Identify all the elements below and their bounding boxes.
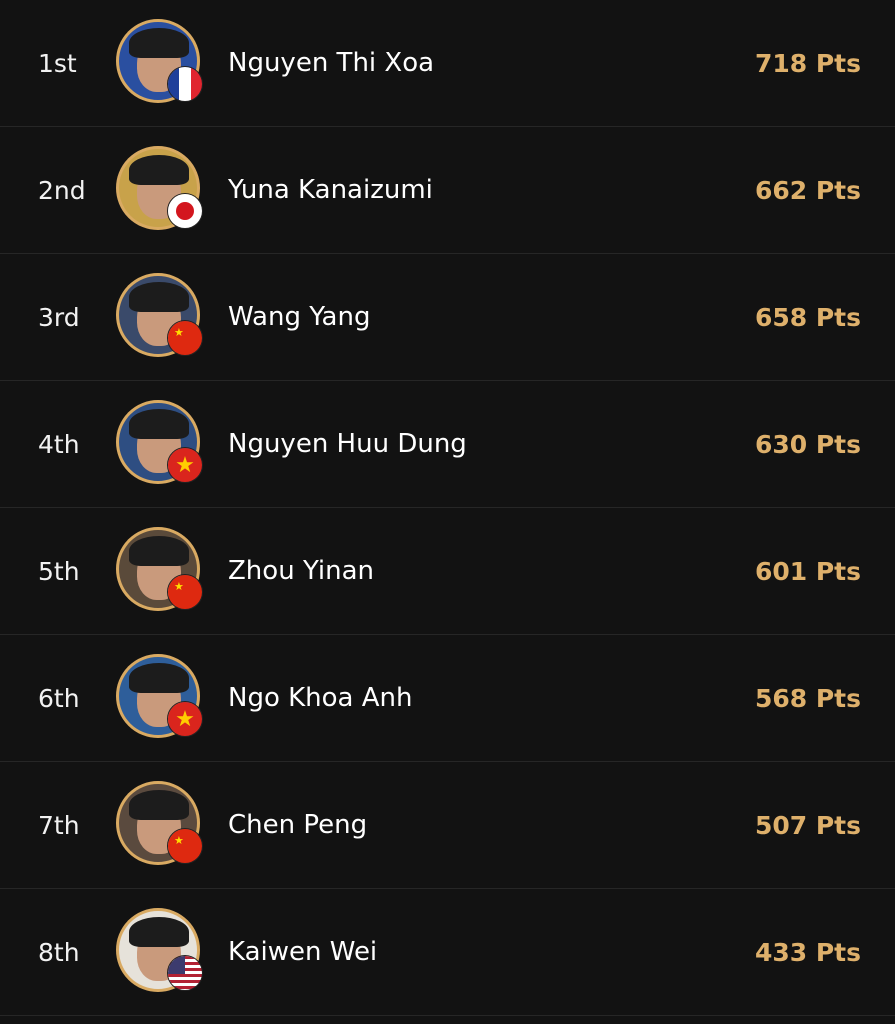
rank-label: 5th: [38, 556, 80, 586]
player-points: 601 Pts: [754, 556, 861, 586]
player-name[interactable]: Yuna Kanaizumi: [228, 175, 433, 205]
leaderboard-row[interactable]: 1st Nguyen Thi Xoa 718 Pts: [0, 0, 895, 127]
player-avatar: [116, 527, 200, 611]
leaderboard-row[interactable]: 7th ★ Chen Peng 507 Pts: [0, 762, 895, 889]
player-name[interactable]: Nguyen Huu Dung: [228, 429, 467, 459]
player-avatar: [116, 19, 200, 103]
rank-label: 2nd: [38, 175, 86, 205]
player-points: 630 Pts: [754, 429, 861, 459]
player-name[interactable]: Ngo Khoa Anh: [228, 683, 413, 713]
player-avatar: [116, 273, 200, 357]
rank-label: 1st: [38, 48, 77, 78]
china-flag-icon: ★: [167, 574, 203, 610]
player-name[interactable]: Nguyen Thi Xoa: [228, 48, 435, 78]
player-name[interactable]: Kaiwen Wei: [228, 937, 378, 967]
player-points: 718 Pts: [754, 48, 861, 78]
player-points: 662 Pts: [754, 175, 861, 205]
vietnam-flag-icon: ★: [167, 701, 203, 737]
player-points: 507 Pts: [754, 810, 861, 840]
player-name[interactable]: Zhou Yinan: [228, 556, 375, 586]
leaderboard-row[interactable]: 6th ★ Ngo Khoa Anh 568 Pts: [0, 635, 895, 762]
leaderboard-row[interactable]: 2nd Yuna Kanaizumi 662 Pts: [0, 127, 895, 254]
player-points: 658 Pts: [754, 302, 861, 332]
rank-label: 3rd: [38, 302, 80, 332]
rank-label: 6th: [38, 683, 80, 713]
japan-flag-icon: [167, 193, 203, 229]
france-flag-icon: [167, 66, 203, 102]
player-points: 433 Pts: [754, 937, 861, 967]
player-name[interactable]: Wang Yang: [228, 302, 371, 332]
player-points: 568 Pts: [754, 683, 861, 713]
leaderboard-row[interactable]: 8th Kaiwen Wei 433 Pts: [0, 889, 895, 1016]
player-avatar: [116, 908, 200, 992]
rank-label: 7th: [38, 810, 80, 840]
leaderboard-row[interactable]: 5th ★ Zhou Yinan 601 Pts: [0, 508, 895, 635]
rank-label: 8th: [38, 937, 80, 967]
rank-label: 4th: [38, 429, 80, 459]
player-name[interactable]: Chen Peng: [228, 810, 368, 840]
usa-flag-icon: [167, 955, 203, 991]
china-flag-icon: ★: [167, 828, 203, 864]
player-avatar: [116, 400, 200, 484]
leaderboard-row[interactable]: 3rd ★ Wang Yang 658 Pts: [0, 254, 895, 381]
vietnam-flag-icon: ★: [167, 447, 203, 483]
china-flag-icon: ★: [167, 320, 203, 356]
leaderboard-row[interactable]: 4th ★ Nguyen Huu Dung 630 Pts: [0, 381, 895, 508]
